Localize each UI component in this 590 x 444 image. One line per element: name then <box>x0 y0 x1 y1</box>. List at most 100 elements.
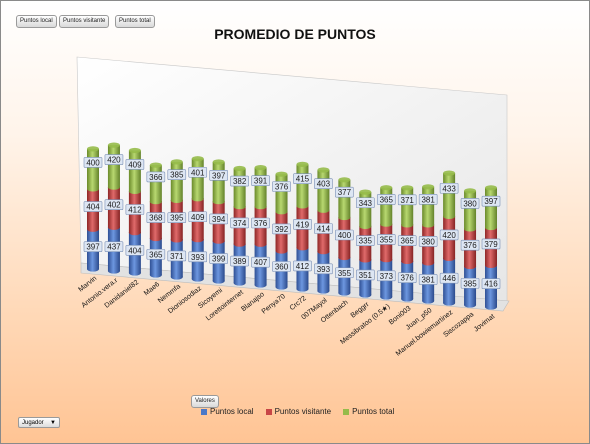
svg-text:415: 415 <box>296 175 310 184</box>
bar-total-16 <box>401 185 414 228</box>
data-label-local-4: 365 <box>146 248 166 260</box>
data-label-total-18: 433 <box>439 182 459 194</box>
svg-text:397: 397 <box>484 197 498 206</box>
svg-text:335: 335 <box>359 237 373 246</box>
data-label-visitante-3: 412 <box>125 204 145 215</box>
svg-text:419: 419 <box>296 220 310 229</box>
svg-text:360: 360 <box>275 263 289 272</box>
bar-total-19 <box>464 188 477 232</box>
svg-text:380: 380 <box>463 199 477 208</box>
svg-text:385: 385 <box>170 171 184 180</box>
svg-text:371: 371 <box>401 196 415 205</box>
data-label-visitante-13: 400 <box>335 229 354 241</box>
data-label-total-11: 415 <box>293 173 312 184</box>
svg-text:374: 374 <box>233 219 247 228</box>
bar-total-20 <box>485 185 497 231</box>
chevron-down-icon: ▼ <box>50 420 56 426</box>
data-label-local-19: 385 <box>460 277 480 289</box>
data-label-total-20: 397 <box>481 195 501 207</box>
chart-title: PROMEDIO DE PUNTOS <box>214 26 376 42</box>
values-button[interactable]: Valores <box>191 395 219 408</box>
svg-text:400: 400 <box>338 231 352 240</box>
bar-group <box>87 142 497 310</box>
svg-text:376: 376 <box>401 274 415 283</box>
bar-total-13 <box>338 177 351 221</box>
legend-swatch-visitante <box>265 408 272 415</box>
data-label-visitante-14: 335 <box>356 235 375 246</box>
svg-text:371: 371 <box>170 252 184 261</box>
data-label-local-2: 437 <box>104 241 124 252</box>
svg-text:376: 376 <box>275 183 289 192</box>
field-button-2[interactable]: Puntos visitante <box>59 15 110 28</box>
svg-text:403: 403 <box>317 180 331 189</box>
bar-total-3 <box>128 147 141 194</box>
svg-text:407: 407 <box>254 258 268 267</box>
svg-text:437: 437 <box>107 243 121 252</box>
svg-text:404: 404 <box>128 246 142 255</box>
bar-total-8 <box>233 165 246 210</box>
data-label-total-9: 391 <box>251 175 270 186</box>
svg-text:368: 368 <box>149 214 163 223</box>
bar-total-17 <box>422 184 435 228</box>
svg-text:381: 381 <box>421 195 435 204</box>
svg-text:412: 412 <box>296 262 310 271</box>
legend-label-visitante: Puntos visitante <box>274 407 332 416</box>
svg-text:355: 355 <box>380 235 394 244</box>
data-label-local-16: 376 <box>397 272 417 284</box>
data-label-local-20: 416 <box>481 278 501 290</box>
svg-text:381: 381 <box>421 275 435 284</box>
svg-text:366: 366 <box>149 173 163 182</box>
data-label-visitante-1: 404 <box>83 201 103 212</box>
bar-total-9 <box>254 165 267 210</box>
data-label-local-17: 381 <box>418 274 438 285</box>
svg-text:409: 409 <box>191 213 205 222</box>
svg-text:365: 365 <box>401 237 415 246</box>
data-label-local-7: 399 <box>209 253 228 264</box>
bar-total-12 <box>317 167 330 213</box>
category-label-14: Beggrr <box>350 301 371 320</box>
data-label-total-14: 343 <box>356 197 375 209</box>
legend: Puntos local Puntos visitante Puntos tot… <box>201 407 394 416</box>
data-label-visitante-4: 368 <box>146 212 166 223</box>
legend-label-local: Puntos local <box>210 407 254 416</box>
bar-total-11 <box>296 161 309 209</box>
svg-text:365: 365 <box>149 250 163 259</box>
data-label-local-15: 373 <box>376 270 396 282</box>
data-label-local-8: 389 <box>230 255 249 267</box>
data-label-total-15: 365 <box>376 194 396 205</box>
field-button-1[interactable]: Puntos local <box>16 15 57 28</box>
data-label-total-16: 371 <box>397 194 417 206</box>
category-label-11: Crc72 <box>289 295 308 312</box>
svg-text:376: 376 <box>254 219 268 228</box>
svg-text:394: 394 <box>212 215 226 224</box>
svg-text:351: 351 <box>359 271 373 280</box>
data-label-local-14: 351 <box>356 269 375 281</box>
legend-item-local: Puntos local <box>201 407 254 416</box>
data-label-local-6: 393 <box>188 251 208 263</box>
category-label-4: Mae6 <box>143 281 161 297</box>
data-label-total-6: 401 <box>188 166 208 178</box>
svg-text:343: 343 <box>359 199 373 208</box>
svg-text:395: 395 <box>170 214 184 223</box>
data-label-group: 397 404 400 437 402 420 404 412 409 365 368 366 371 3… <box>83 154 501 290</box>
data-label-visitante-12: 414 <box>314 223 333 234</box>
data-label-total-1: 400 <box>83 157 103 168</box>
bar-total-15 <box>380 185 393 227</box>
field-button-3[interactable]: Puntos total <box>115 15 155 28</box>
bar-total-10 <box>275 171 288 215</box>
data-label-total-4: 366 <box>146 171 166 183</box>
svg-text:389: 389 <box>233 257 247 266</box>
svg-text:376: 376 <box>463 241 477 250</box>
data-label-visitante-19: 376 <box>460 239 480 251</box>
data-label-local-5: 371 <box>167 250 187 262</box>
data-label-local-18: 446 <box>439 272 459 284</box>
svg-text:379: 379 <box>484 240 498 249</box>
data-label-total-3: 409 <box>125 159 145 170</box>
data-label-total-17: 381 <box>418 194 438 205</box>
legend-label-total: Puntos total <box>352 407 395 416</box>
data-label-total-8: 382 <box>230 175 249 187</box>
row-field-dropdown[interactable]: Jugador ▼ <box>18 417 60 428</box>
svg-text:446: 446 <box>442 274 456 283</box>
bar-total-6 <box>191 156 204 202</box>
